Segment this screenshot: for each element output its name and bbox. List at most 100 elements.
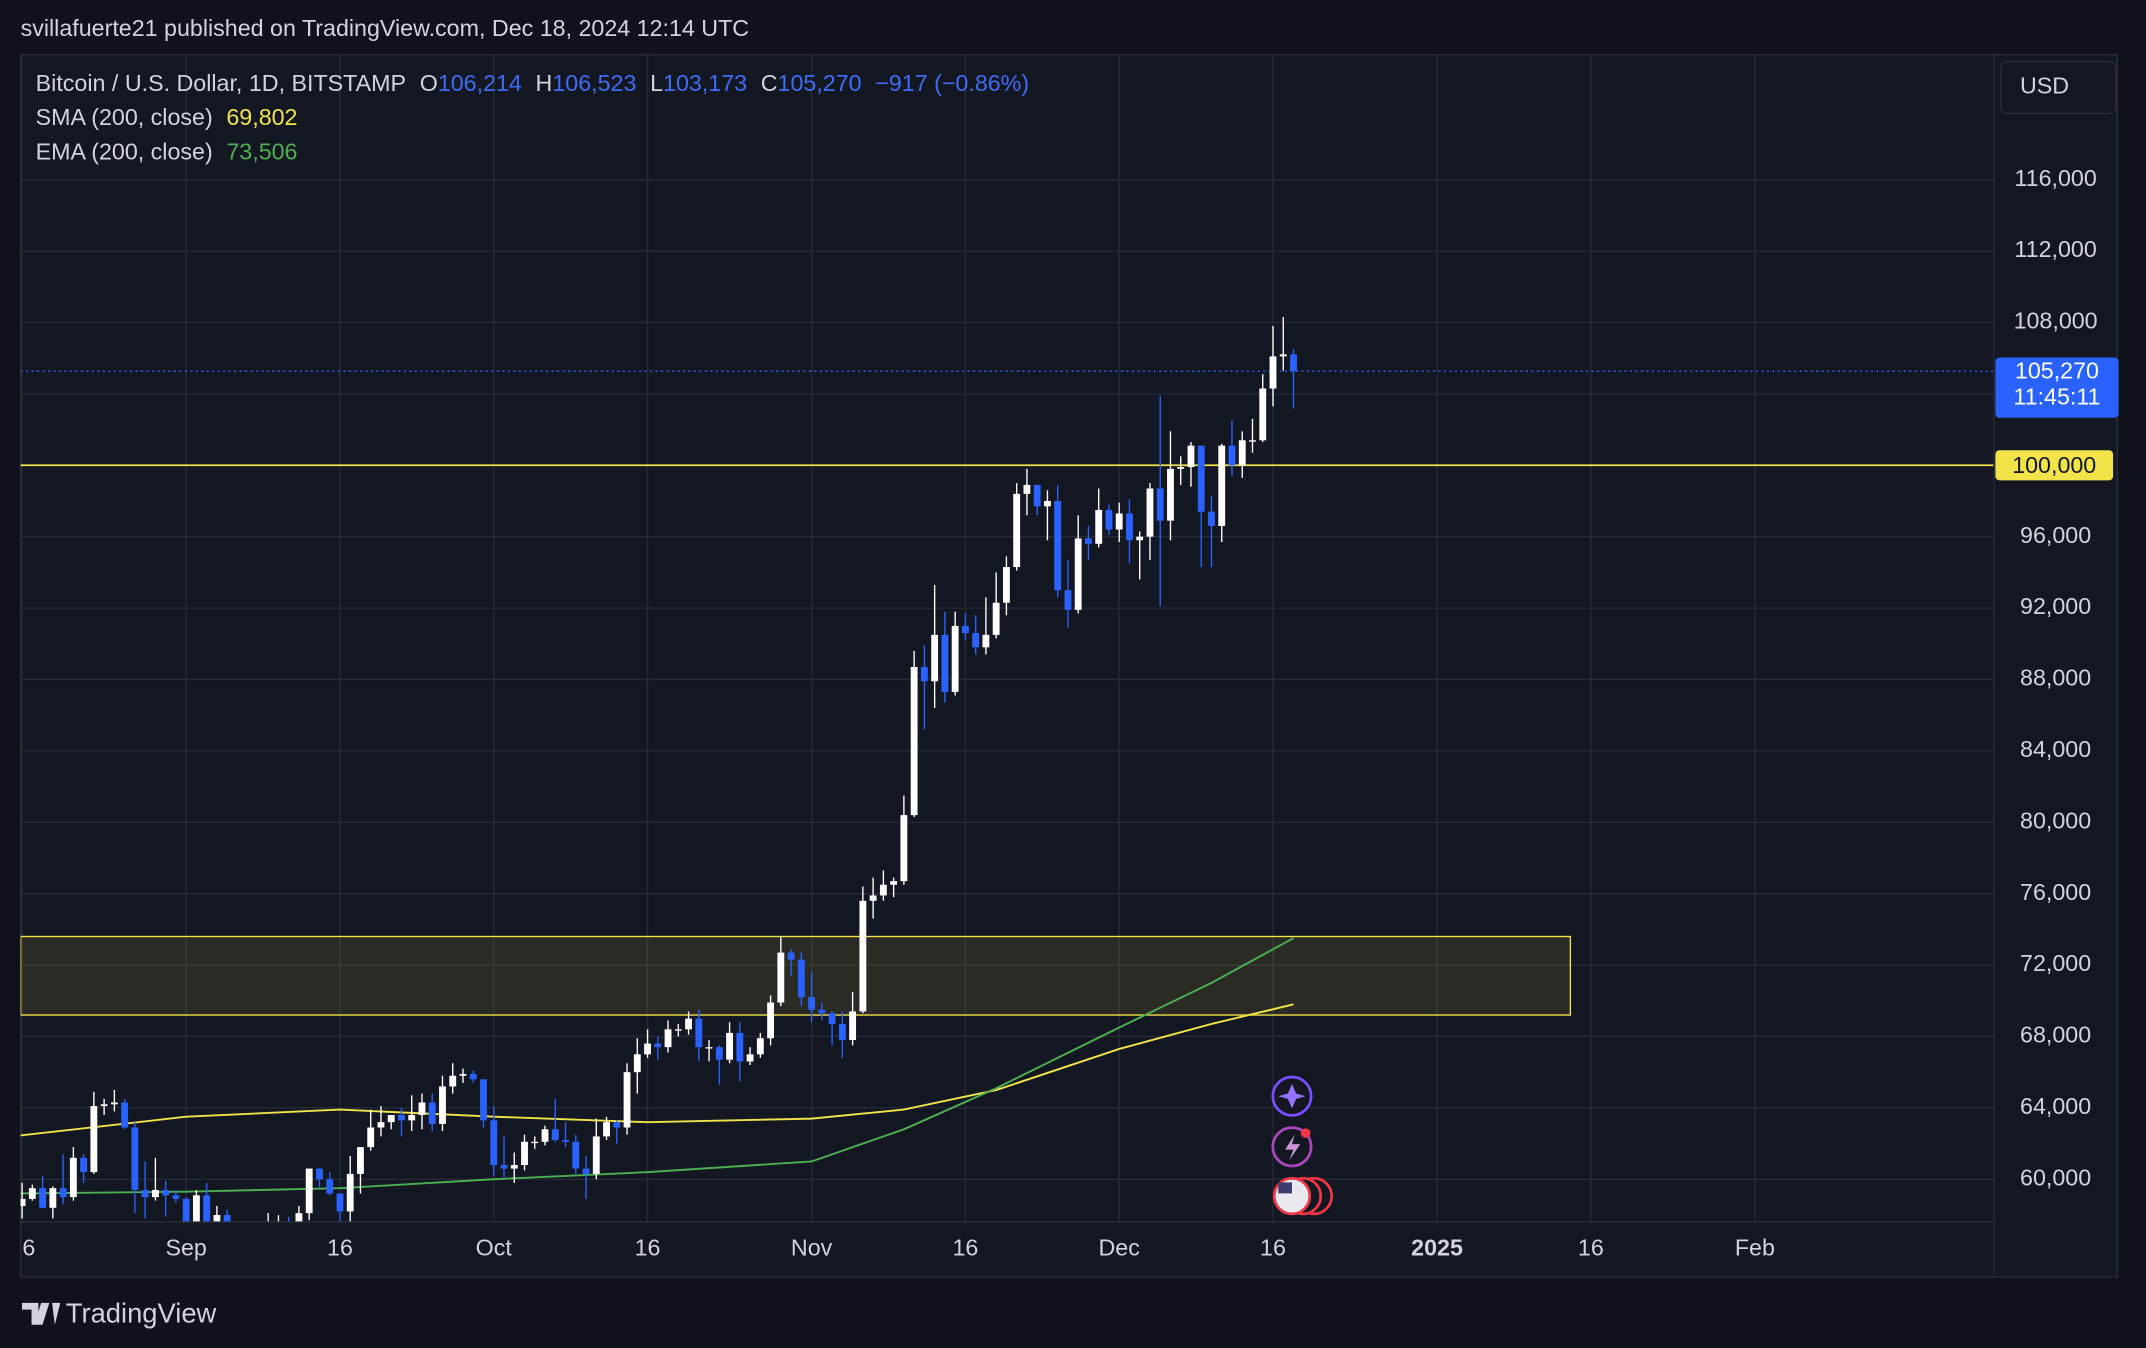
x-tick-label: 16 [1260, 1235, 1286, 1261]
x-tick-label: Nov [791, 1235, 833, 1261]
symbol-legend: Bitcoin / U.S. Dollar, 1D, BITSTAMP O106,… [36, 70, 1029, 96]
candle-body [90, 1106, 98, 1173]
candle-body [695, 1018, 703, 1048]
candle-body [500, 1164, 508, 1169]
candle-body [674, 1029, 682, 1031]
candle-body [726, 1032, 733, 1060]
candle-body [551, 1129, 559, 1140]
y-tick-label: 72,000 [2020, 950, 2091, 976]
candle-body [1269, 356, 1277, 389]
candle-body [28, 1188, 36, 1199]
candle-body [162, 1189, 170, 1196]
candle-body [408, 1114, 416, 1121]
candle-body [572, 1141, 580, 1169]
candle-body [972, 633, 980, 648]
candle-body [1115, 513, 1123, 530]
candle-body [828, 1013, 836, 1024]
candle-body [367, 1127, 375, 1148]
y-tick-label: 116,000 [2014, 165, 2096, 191]
y-tick-label: 60,000 [2020, 1164, 2091, 1190]
candle-body [541, 1129, 549, 1142]
candle-body [377, 1122, 385, 1128]
highlight-zone [20, 935, 1572, 1016]
candle-body [439, 1086, 446, 1124]
candle-body [859, 900, 867, 1012]
candle-body [213, 1214, 221, 1223]
candle-body [121, 1102, 129, 1128]
indicator-name: EMA (200, close) [36, 138, 213, 164]
candle-body [1146, 488, 1154, 537]
candle-body [295, 1213, 303, 1223]
candle-body [1279, 354, 1287, 357]
ohlc-key: L [650, 70, 663, 96]
symbol-title: Bitcoin / U.S. Dollar, 1D, BITSTAMP [36, 70, 406, 96]
candle-body [346, 1173, 354, 1212]
candle-body [1290, 354, 1297, 372]
candle-body [1136, 536, 1144, 541]
y-tick-label: 112,000 [2014, 236, 2096, 262]
candle-body [1218, 445, 1226, 526]
candle-body [480, 1079, 487, 1121]
candle-body [336, 1193, 344, 1212]
candle-body [428, 1102, 436, 1124]
candle-body [715, 1047, 723, 1060]
y-tick-label: 92,000 [2020, 593, 2091, 619]
candle-body [172, 1195, 180, 1199]
candle-body [1259, 388, 1267, 441]
candle-body [1238, 440, 1246, 466]
candle-body [1197, 445, 1205, 512]
candle-body [100, 1104, 108, 1107]
ohlc-key: H [536, 70, 553, 96]
x-tick-label: Dec [1099, 1235, 1141, 1261]
x-tick-label: 16 [1578, 1235, 1604, 1261]
candle-body [900, 815, 908, 882]
candle-body [1167, 468, 1174, 521]
candle-body [59, 1188, 67, 1198]
x-tick-label: 6 [22, 1235, 35, 1261]
candle-body [469, 1073, 477, 1080]
ohlc-key: C [761, 70, 778, 96]
y-tick-label: 108,000 [2014, 308, 2098, 334]
currency-label[interactable]: USD [2020, 73, 2069, 99]
candle-body [1208, 511, 1215, 526]
candle-body [633, 1054, 641, 1073]
candle-body [1074, 538, 1082, 610]
indicator-line [20, 1003, 1294, 1137]
ohlc-change: −917 (−0.86%) [875, 70, 1029, 96]
candle-body [203, 1195, 211, 1223]
indicator-name: SMA (200, close) [36, 104, 213, 130]
x-tick-label: Sep [165, 1235, 206, 1261]
candle-body [746, 1054, 754, 1062]
candle-body [1156, 488, 1164, 521]
x-tick-label: 16 [635, 1235, 661, 1261]
candle-body [992, 602, 1000, 635]
candle-body [705, 1047, 713, 1049]
candle-body [305, 1168, 313, 1214]
candle-body [398, 1114, 405, 1121]
candle-body [961, 625, 969, 634]
indicator-value: 73,506 [226, 138, 297, 164]
candle-body [1095, 509, 1103, 544]
candle-body [80, 1157, 88, 1173]
candle-body [879, 884, 887, 896]
currency-button[interactable] [2000, 60, 2117, 115]
candle-body [1105, 509, 1113, 530]
candle-body [357, 1147, 364, 1174]
ohlc-value: 106,523 [552, 70, 636, 96]
x-tick-label: Oct [476, 1235, 513, 1261]
candle-body [582, 1168, 590, 1174]
y-tick-label: 84,000 [2020, 736, 2091, 762]
candle-body [685, 1018, 692, 1030]
candle-body [808, 997, 816, 1010]
candle-body [592, 1136, 600, 1174]
candle-body [1177, 467, 1185, 469]
candle-body [1013, 493, 1021, 568]
candle-body [818, 1009, 826, 1014]
candle-body [1126, 513, 1133, 541]
price-label: 105,270 [2015, 358, 2099, 384]
price-label-box [1995, 357, 2119, 418]
candle-body [69, 1157, 77, 1198]
chart-frame [19, 54, 2118, 1278]
